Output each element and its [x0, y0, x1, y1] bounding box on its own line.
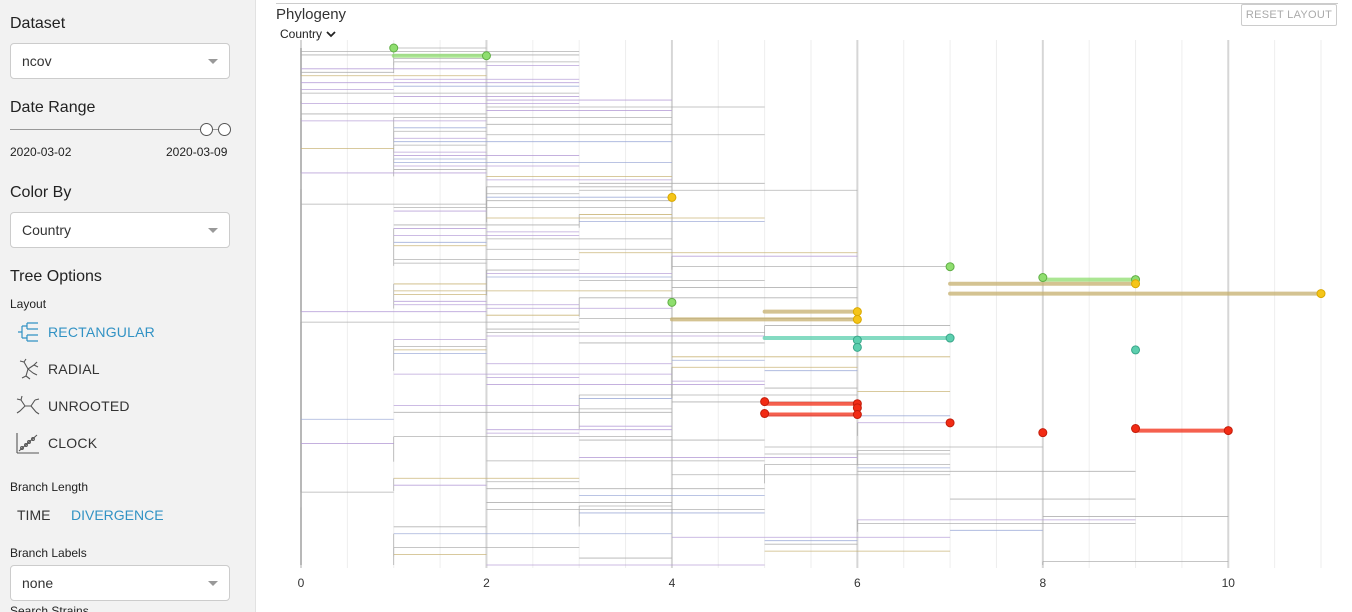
branch-length-time-button[interactable]: TIME: [17, 507, 51, 523]
dataset-select-value: ncov: [22, 53, 52, 69]
panel-divider: [276, 3, 1338, 4]
color-selector[interactable]: Country: [280, 27, 336, 41]
tip-node: [852, 314, 862, 324]
branch-labels-label: Branch Labels: [10, 546, 87, 560]
layout-unrooted-label: UNROOTED: [48, 398, 130, 414]
x-tick-label: 10: [1222, 576, 1236, 590]
chevron-down-icon: [208, 59, 218, 64]
color-by-select[interactable]: Country: [10, 212, 230, 248]
layout-unrooted-button[interactable]: UNROOTED: [16, 394, 130, 418]
layout-clock-label: CLOCK: [48, 435, 98, 451]
layout-clock-button[interactable]: CLOCK: [16, 431, 97, 455]
tip-node: [1038, 273, 1048, 283]
tip-node: [760, 409, 770, 419]
tip-node: [481, 51, 491, 61]
tip-node: [945, 418, 955, 428]
panel-title: Phylogeny: [276, 6, 347, 23]
phylogeny-panel: Phylogeny RESET LAYOUT Country 0 2 4 6 8 10: [256, 0, 1352, 612]
rectangular-layout-icon: [18, 322, 38, 342]
color-selector-label: Country: [280, 27, 323, 41]
tip-node: [760, 397, 770, 407]
color-by-title: Color By: [10, 184, 72, 201]
branch-labels-select-value: none: [22, 575, 54, 591]
date-range-end: 2020-03-09: [166, 145, 228, 159]
chevron-down-icon: [326, 30, 336, 37]
tip-node: [852, 410, 862, 420]
tip-node: [1316, 289, 1326, 299]
tip-node: [1038, 428, 1048, 438]
chevron-down-icon: [208, 581, 218, 586]
sidebar: Dataset ncov Date Range 2020-03-02 2020-…: [0, 0, 256, 612]
tip-node: [1131, 279, 1141, 289]
search-strains-label: Search Strains: [10, 604, 89, 612]
date-range-title: Date Range: [10, 99, 96, 116]
date-range-slider-track[interactable]: [10, 129, 228, 130]
tip-node: [945, 262, 955, 272]
x-tick-label: 2: [483, 576, 490, 590]
date-range-end-handle[interactable]: [218, 123, 231, 136]
layout-rectangular-label: RECTANGULAR: [48, 324, 155, 340]
phylogeny-tree[interactable]: 0 2 4 6 8 10: [256, 0, 1352, 612]
chevron-down-icon: [208, 228, 218, 233]
radial-layout-icon: [19, 358, 39, 380]
tip-node: [667, 297, 677, 307]
x-tick-label: 8: [1039, 576, 1046, 590]
branch-length-label: Branch Length: [10, 480, 89, 494]
tip-node: [389, 43, 399, 53]
tip-node: [1131, 424, 1141, 434]
tip-node: [852, 307, 862, 317]
x-tick-label: 0: [298, 576, 305, 590]
tree-options-title: Tree Options: [10, 268, 102, 285]
layout-rectangular-button[interactable]: RECTANGULAR: [16, 320, 155, 344]
date-range-start-handle[interactable]: [200, 123, 213, 136]
unrooted-layout-icon: [16, 395, 40, 415]
x-tick-label: 6: [854, 576, 861, 590]
tip-node: [945, 333, 955, 343]
tip-node: [1131, 345, 1141, 355]
tip-node: [667, 192, 677, 202]
branch-length-divergence-button[interactable]: DIVERGENCE: [71, 507, 164, 523]
color-by-select-value: Country: [22, 222, 72, 238]
clock-layout-icon: [16, 433, 39, 454]
branch-labels-select[interactable]: none: [10, 565, 230, 601]
x-tick-label: 4: [669, 576, 676, 590]
tip-node: [852, 342, 862, 352]
dataset-title: Dataset: [10, 15, 66, 32]
layout-radial-button[interactable]: RADIAL: [16, 357, 100, 381]
layout-label: Layout: [10, 297, 47, 311]
tip-node: [1223, 426, 1233, 436]
dataset-select[interactable]: ncov: [10, 43, 230, 79]
date-range-start: 2020-03-02: [10, 145, 72, 159]
layout-radial-label: RADIAL: [48, 361, 100, 377]
reset-layout-button[interactable]: RESET LAYOUT: [1241, 4, 1337, 26]
